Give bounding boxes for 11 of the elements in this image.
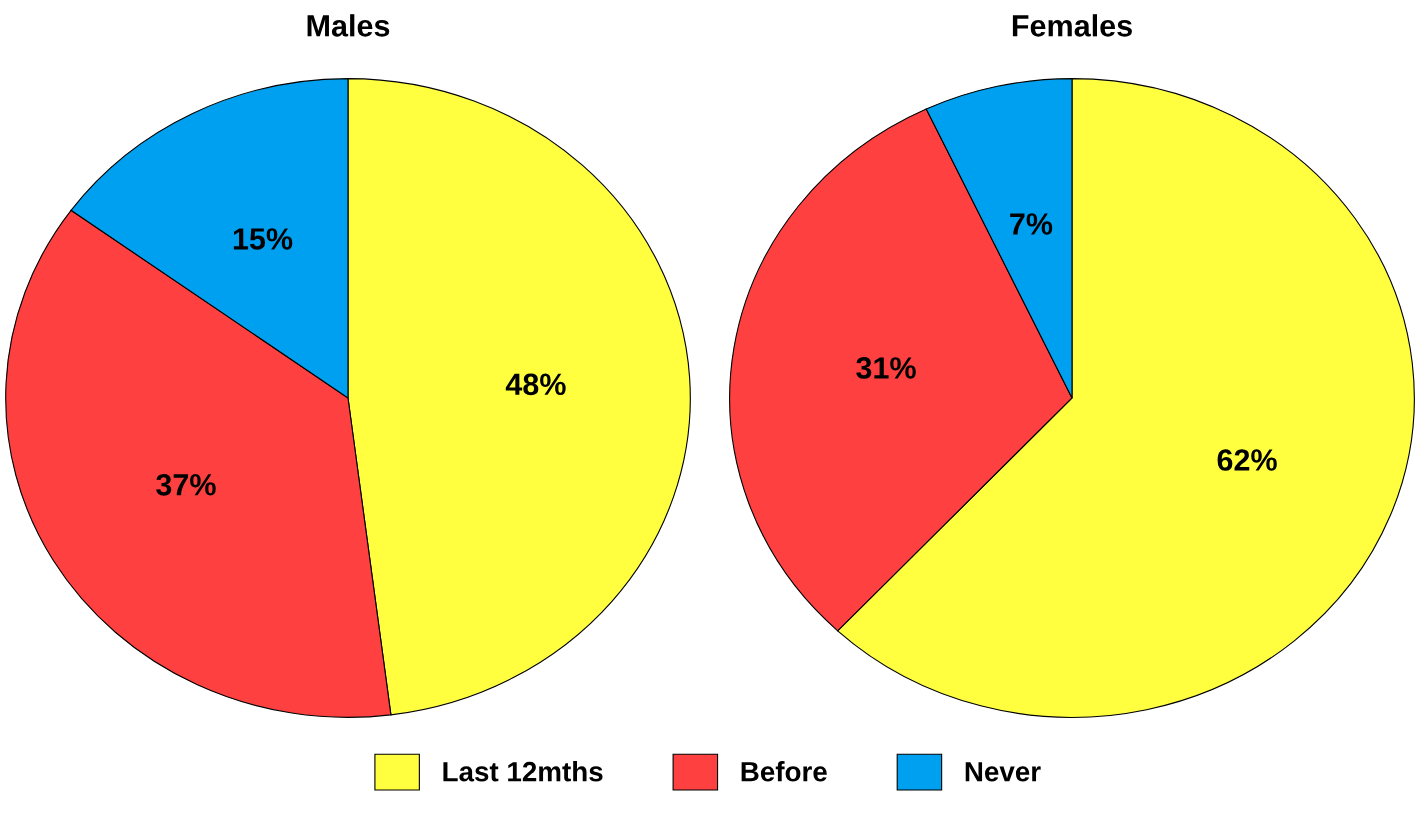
data-label: 31% xyxy=(856,357,916,379)
chart-title: Males xyxy=(307,14,390,37)
legend-label: Last 12mths xyxy=(443,761,603,782)
data-label: 48% xyxy=(505,373,566,396)
legend-label: Never xyxy=(965,762,1041,782)
chart-title: Females xyxy=(1012,14,1132,37)
legend-label: Before xyxy=(741,761,827,782)
data-label: 7% xyxy=(1010,213,1053,235)
data-label: 15% xyxy=(233,228,293,250)
data-label: 37% xyxy=(156,473,216,496)
data-label: 62% xyxy=(1217,449,1277,471)
